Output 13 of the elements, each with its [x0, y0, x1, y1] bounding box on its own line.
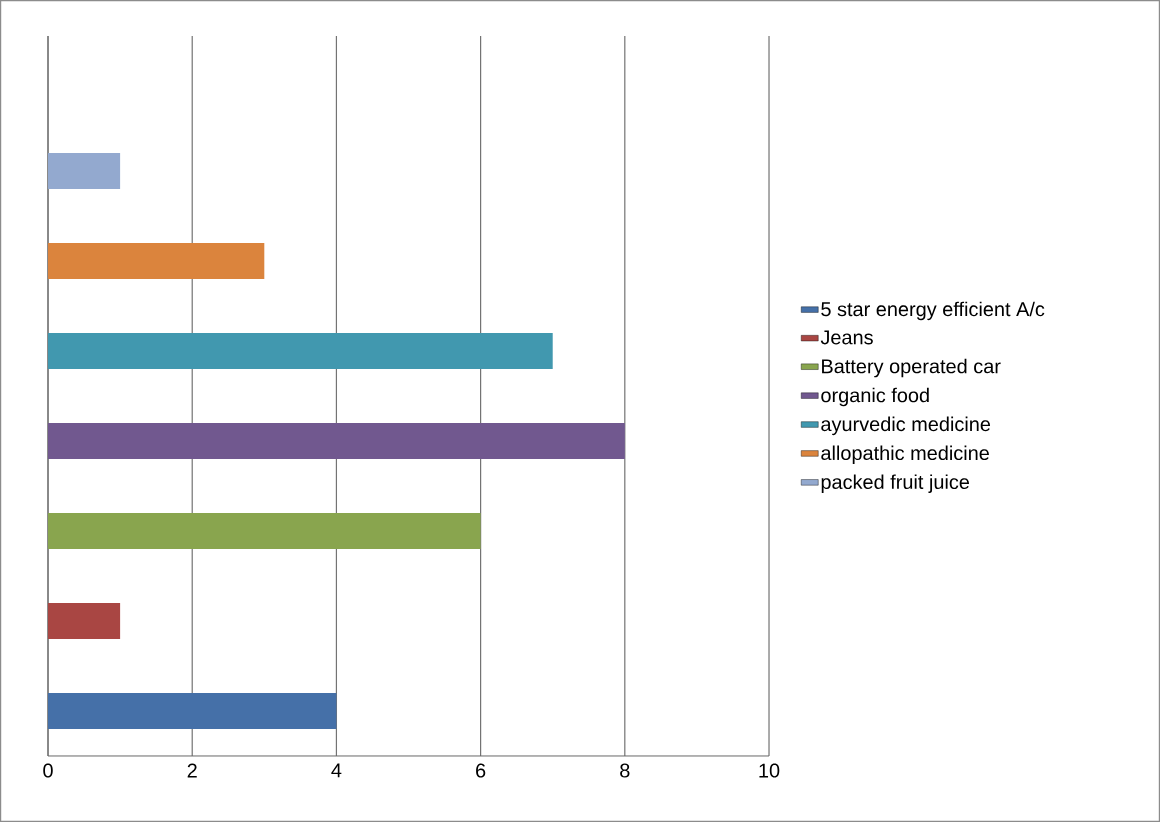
x-tick-label: 0 — [43, 763, 53, 778]
x-tick-label: 2 — [187, 763, 197, 778]
legend-label: ayurvedic medicine — [821, 416, 991, 436]
legend-label: packed fruit juice — [821, 474, 970, 493]
x-tick-label: 10 — [759, 763, 780, 778]
legend-label: Battery operated car — [822, 358, 1001, 378]
x-tick-label: 4 — [331, 763, 342, 778]
legend-label: 5 star energy efficient A/c — [821, 301, 1045, 321]
x-tick-label: 8 — [620, 763, 630, 778]
legend-label: allopathic medicine — [821, 445, 989, 465]
x-tick-label: 6 — [476, 763, 486, 778]
legend-label: Jeans — [820, 330, 873, 345]
legend-label: organic food — [821, 387, 929, 407]
